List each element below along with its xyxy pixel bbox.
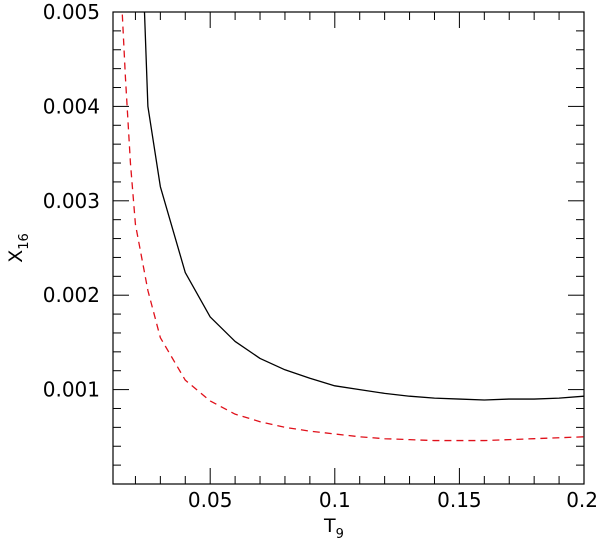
x-tick-label: 0.2 (566, 488, 598, 512)
plot-frame (112, 11, 585, 485)
y-axis-label: X16 (5, 233, 32, 263)
series-layer (121, 12, 584, 442)
x-axis-label: T9 (323, 515, 344, 542)
y-tick-label: 0.001 (43, 378, 100, 402)
y-tick-label: 0.004 (43, 94, 100, 118)
y-tick-label: 0.005 (43, 0, 100, 24)
x-tick-label: 0.15 (437, 488, 482, 512)
x-tick-label: 0.05 (188, 488, 233, 512)
y-tick-label: 0.003 (43, 189, 100, 213)
solid-series-line (143, 12, 584, 401)
dashed-series-line (121, 12, 584, 442)
x-tick-label: 0.1 (319, 488, 351, 512)
tick-labels: 0.05 0.1 0.15 0.2 0.001 0.002 0.003 0.004 0.005 (43, 0, 598, 512)
axis-ticks (113, 11, 585, 484)
y-tick-label: 0.002 (43, 283, 100, 307)
